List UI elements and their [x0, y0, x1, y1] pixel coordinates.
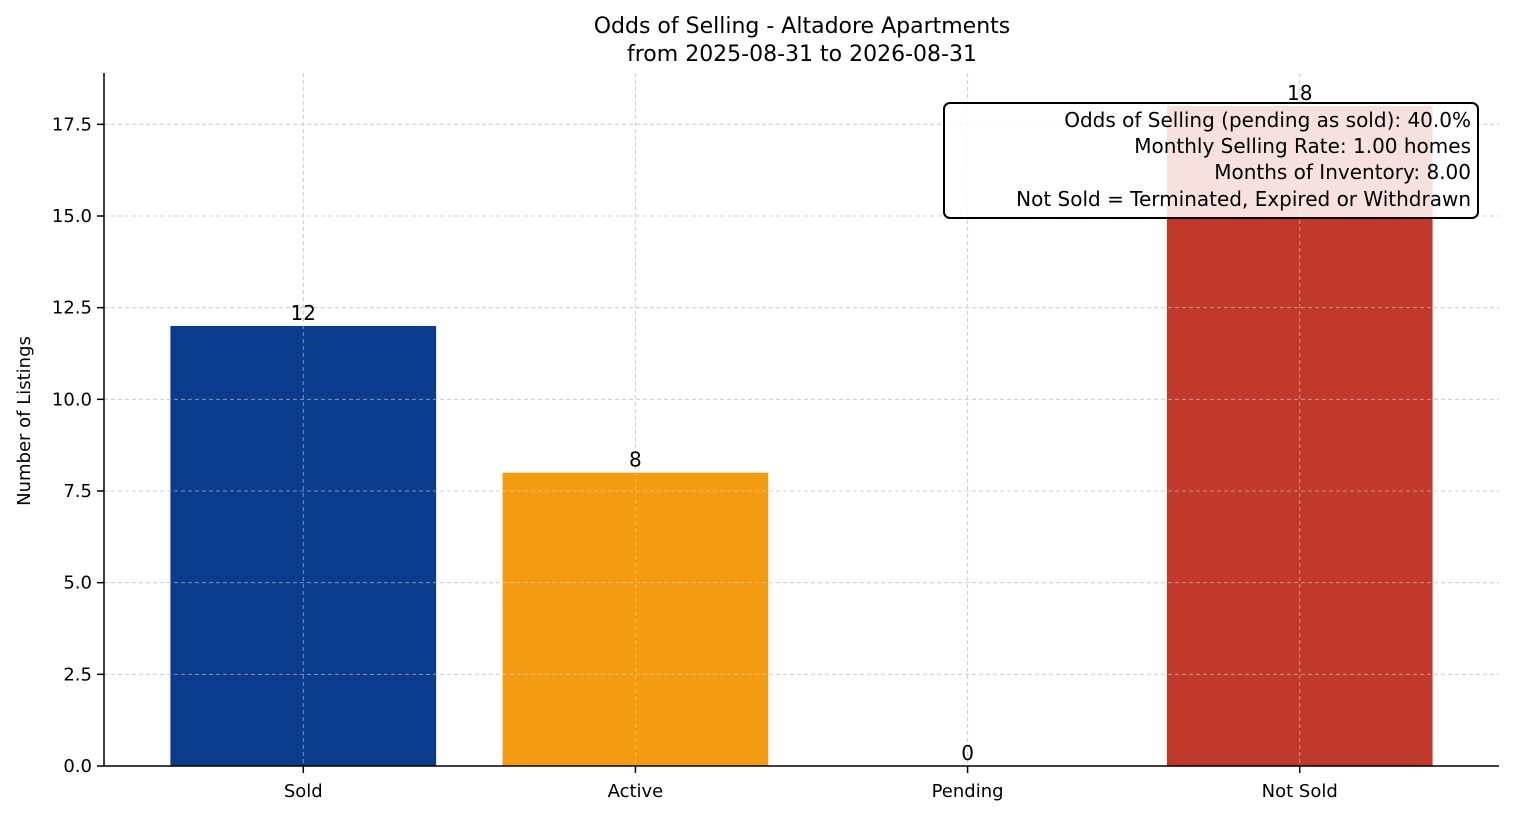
- y-axis-label: Number of Listings: [14, 336, 35, 506]
- info-line-definition: Not Sold = Terminated, Expired or Withdr…: [1016, 187, 1471, 211]
- axes-layer: 0.0 2.5 5.0 7.5 10.0 12.5 15.0 17.5 Sold Active Pe…: [52, 73, 1499, 802]
- bar-value-label: 0: [961, 741, 974, 765]
- bar-value-label: 8: [629, 448, 642, 472]
- y-tick-label: 12.5: [52, 298, 92, 319]
- y-tick-label: 0.0: [63, 756, 92, 777]
- info-box: Odds of Selling (pending as sold): 40.0%…: [943, 102, 1479, 219]
- info-line-inventory: Months of Inventory: 8.00: [1214, 160, 1471, 184]
- x-tick-label: Not Sold: [1262, 781, 1338, 802]
- info-line-rate: Monthly Selling Rate: 1.00 homes: [1134, 134, 1471, 158]
- y-tick-label: 5.0: [63, 573, 92, 594]
- y-tick-label: 15.0: [52, 206, 92, 227]
- y-tick-label: 2.5: [63, 664, 92, 685]
- labels-layer: 12 8 0 18: [291, 81, 1313, 765]
- chart-subtitle: from 2025-08-31 to 2026-08-31: [627, 42, 977, 67]
- x-tick-label: Sold: [284, 781, 323, 802]
- y-tick-label: 7.5: [63, 481, 92, 502]
- x-tick-label: Pending: [932, 781, 1004, 802]
- y-tick-label: 17.5: [52, 114, 92, 135]
- y-tick-label: 10.0: [52, 389, 92, 410]
- info-line-odds: Odds of Selling (pending as sold): 40.0%: [1064, 108, 1471, 132]
- x-tick-label: Active: [608, 781, 664, 802]
- bar-value-label: 18: [1287, 81, 1312, 105]
- chart-title: Odds of Selling - Altadore Apartments: [594, 14, 1011, 39]
- info-box-frame: [943, 102, 1479, 219]
- bar-value-label: 12: [291, 301, 316, 325]
